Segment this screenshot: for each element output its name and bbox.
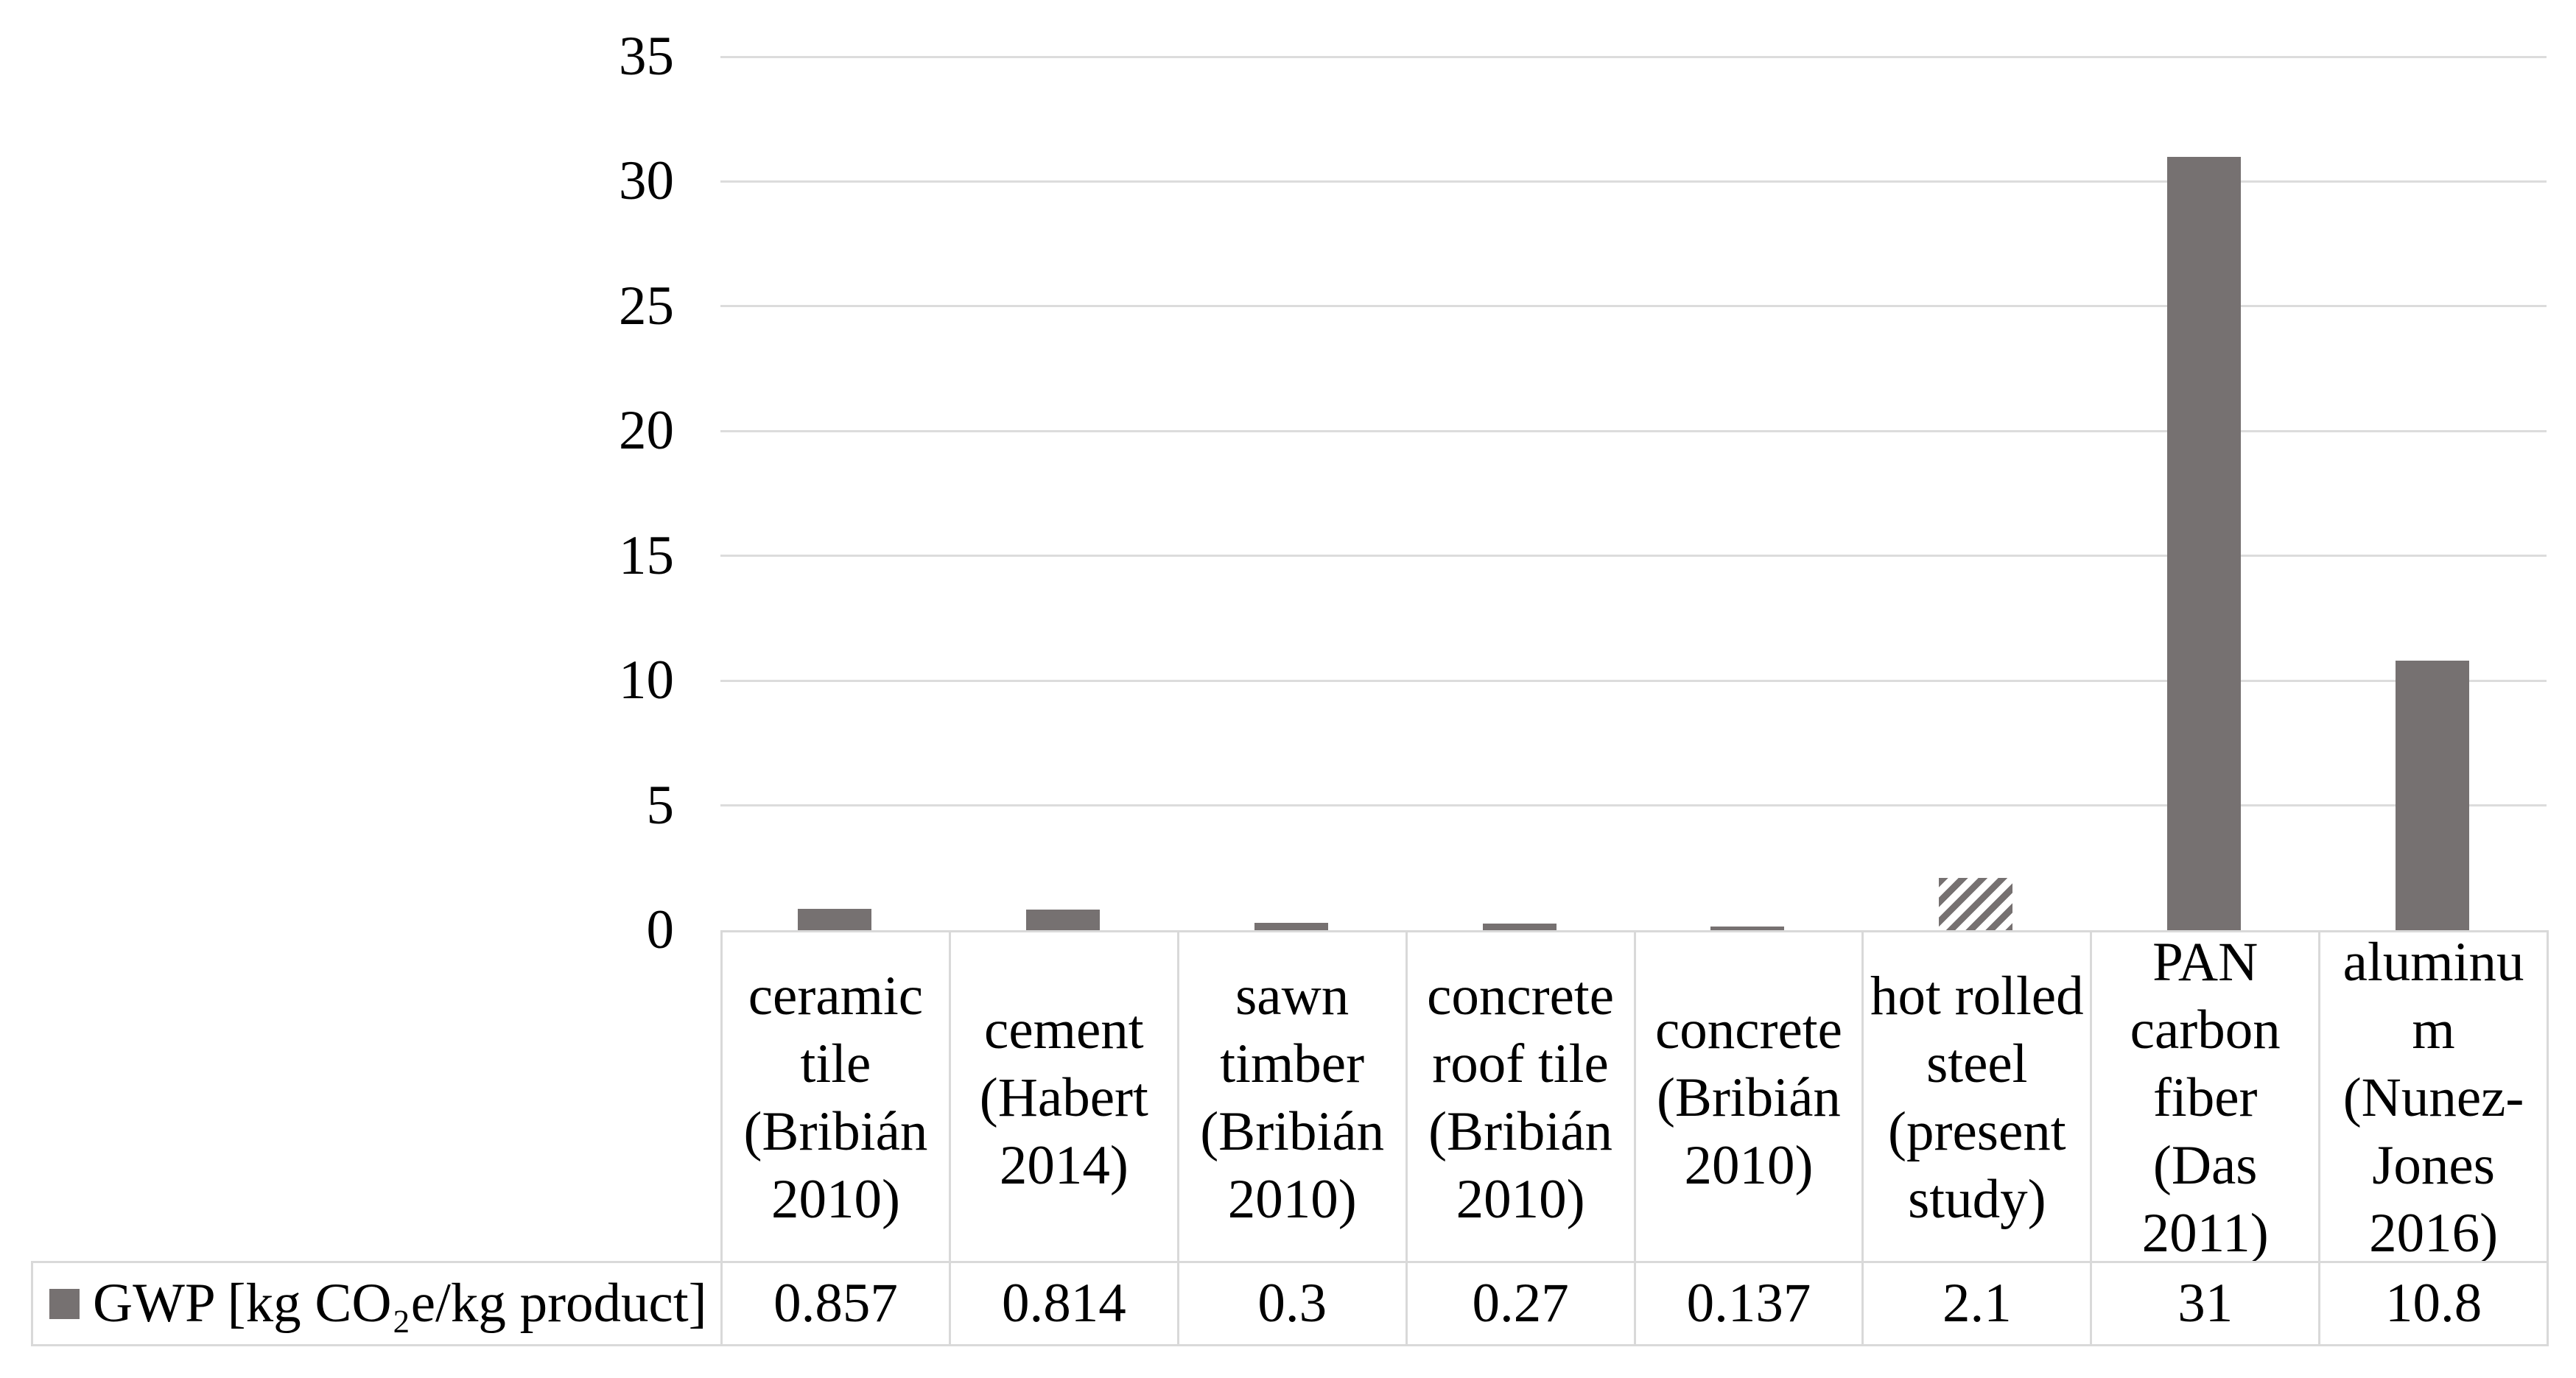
category-cell: hot rolled steel (present study) bbox=[1864, 932, 2093, 1263]
category-cell: concrete (Bribián 2010) bbox=[1636, 932, 1864, 1263]
bar bbox=[2167, 157, 2242, 930]
y-tick-label: 5 bbox=[646, 774, 675, 836]
value-cell: 31 bbox=[2092, 1263, 2321, 1344]
value-cell: 0.27 bbox=[1408, 1263, 1636, 1344]
category-cell: cement (Habert 2014) bbox=[951, 932, 1179, 1263]
value-cell: 0.137 bbox=[1636, 1263, 1864, 1344]
y-tick-label: 10 bbox=[619, 650, 674, 711]
bar bbox=[1710, 927, 1785, 930]
gridline bbox=[720, 555, 2547, 558]
category-cell: sawn timber (Bribián 2010) bbox=[1179, 932, 1408, 1263]
value-cell: 0.814 bbox=[951, 1263, 1179, 1344]
value-cell: 0.3 bbox=[1179, 1263, 1408, 1344]
legend-cell: GWP [kg CO₂e/kg product] bbox=[33, 1263, 723, 1344]
category-cell: PAN carbon fiber (Das 2011) bbox=[2092, 932, 2321, 1263]
bar bbox=[797, 909, 871, 930]
data-table-row: GWP [kg CO₂e/kg product] 0.857 0.814 0.3 0.… bbox=[31, 1261, 2549, 1346]
y-tick-label: 30 bbox=[619, 150, 674, 212]
gridline bbox=[720, 305, 2547, 308]
legend-label: GWP [kg CO₂e/kg product] bbox=[93, 1273, 707, 1334]
bar bbox=[2396, 661, 2470, 930]
bar bbox=[1025, 910, 1100, 930]
y-tick-label: 35 bbox=[619, 26, 674, 87]
category-header-row: ceramic tile (Bribián 2010) cement (Haber… bbox=[720, 930, 2549, 1263]
gridline bbox=[720, 804, 2547, 807]
bar bbox=[1254, 923, 1328, 930]
gridline bbox=[720, 679, 2547, 682]
gridline bbox=[720, 429, 2547, 432]
plot-area bbox=[720, 55, 2547, 930]
value-cell: 10.8 bbox=[2320, 1263, 2549, 1344]
y-tick-label: 0 bbox=[646, 899, 675, 960]
bar bbox=[1939, 878, 2013, 930]
gridline bbox=[720, 180, 2547, 183]
category-cell: concrete roof tile (Bribián 2010) bbox=[1408, 932, 1636, 1263]
bar bbox=[1482, 924, 1557, 930]
y-tick-label: 20 bbox=[619, 400, 674, 462]
y-tick-label: 25 bbox=[619, 275, 674, 337]
category-cell: ceramic tile (Bribián 2010) bbox=[723, 932, 951, 1263]
category-cell: aluminu m (Nunez- Jones 2016) bbox=[2320, 932, 2549, 1263]
value-cell: 2.1 bbox=[1864, 1263, 2093, 1344]
y-tick-label: 15 bbox=[619, 524, 674, 586]
legend-swatch bbox=[49, 1288, 80, 1319]
gridline bbox=[720, 55, 2547, 58]
value-cell: 0.857 bbox=[723, 1263, 951, 1344]
